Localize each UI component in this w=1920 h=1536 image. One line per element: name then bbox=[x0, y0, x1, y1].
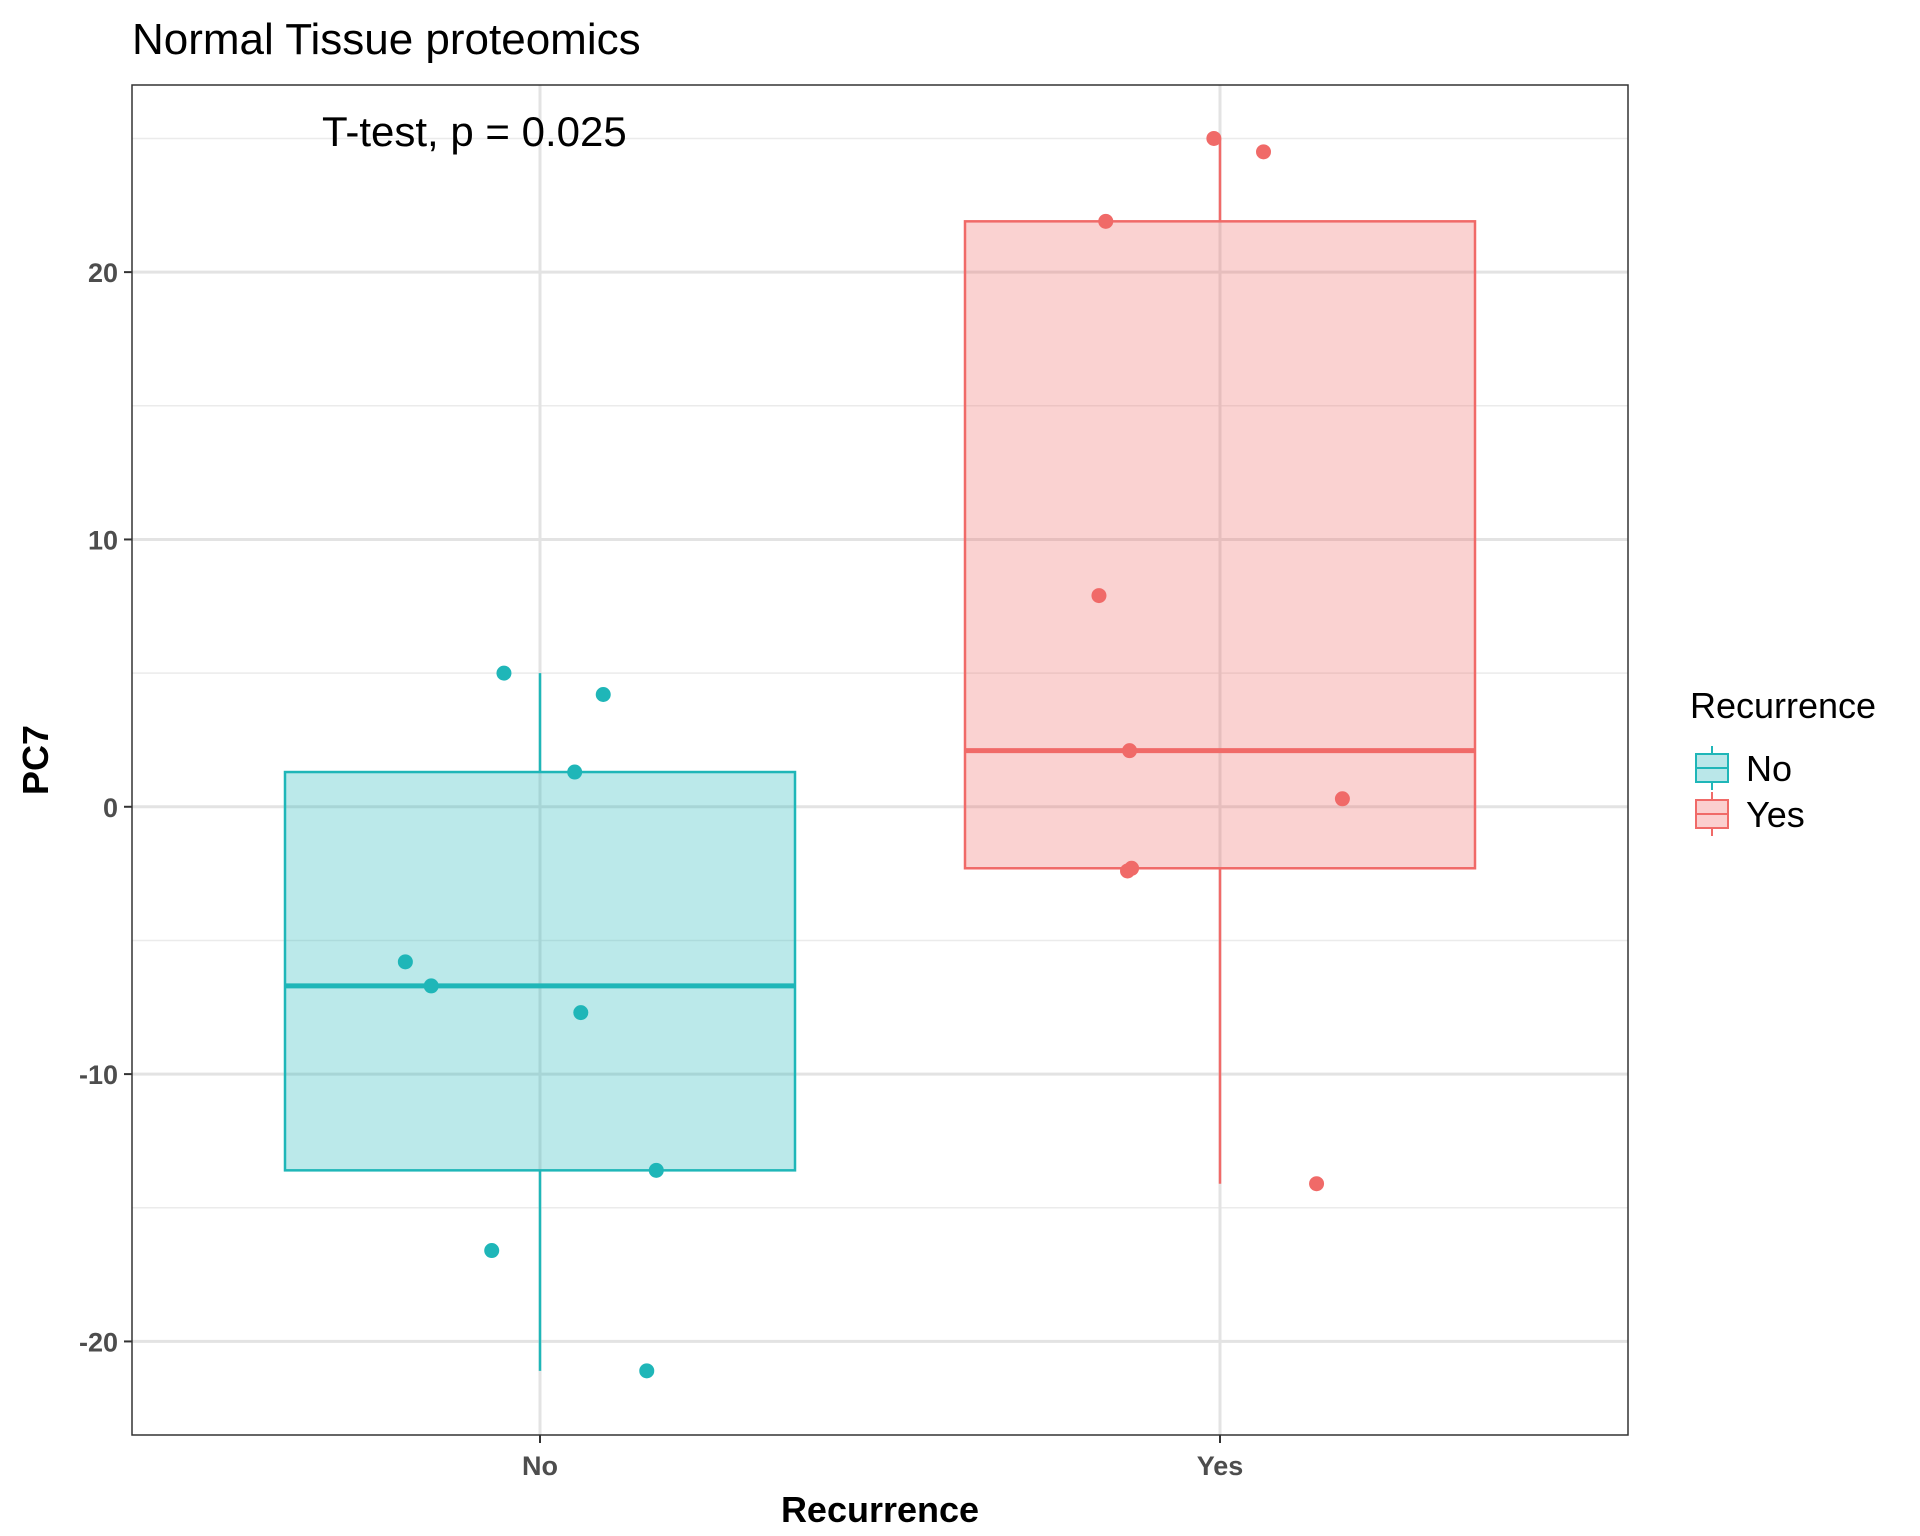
data-point bbox=[1098, 213, 1114, 229]
plot-panel-border bbox=[131, 84, 1629, 1436]
data-point bbox=[1206, 130, 1222, 146]
y-axis-title: PC7 bbox=[15, 725, 56, 795]
y-tick-label: 20 bbox=[88, 258, 118, 288]
y-tick-label: -10 bbox=[79, 1060, 118, 1090]
legend-title: Recurrence bbox=[1690, 685, 1876, 726]
data-point bbox=[423, 978, 439, 994]
legend-label: Yes bbox=[1746, 794, 1805, 835]
t-test-annotation: T-test, p = 0.025 bbox=[322, 108, 627, 155]
y-tick-label: -20 bbox=[79, 1327, 118, 1357]
x-tick-label: Yes bbox=[1197, 1451, 1244, 1481]
box-no bbox=[283, 673, 797, 1371]
data-point bbox=[639, 1363, 655, 1379]
data-point bbox=[484, 1243, 500, 1259]
legend-item-no: No bbox=[1695, 746, 1792, 790]
boxes bbox=[283, 138, 1477, 1371]
data-point bbox=[595, 687, 611, 703]
data-point bbox=[1256, 144, 1272, 160]
data-point bbox=[573, 1005, 589, 1021]
data-points bbox=[397, 130, 1350, 1379]
y-tick-label: 0 bbox=[103, 793, 118, 823]
legend-label: No bbox=[1746, 748, 1792, 789]
legend-item-yes: Yes bbox=[1695, 792, 1805, 836]
y-tick-label: 10 bbox=[88, 525, 118, 555]
axis-ticks: -20 -10 0 10 20 No Yes bbox=[79, 258, 1243, 1481]
chart-title: Normal Tissue proteomics bbox=[132, 15, 641, 64]
data-point bbox=[1309, 1176, 1325, 1192]
data-point bbox=[1120, 863, 1136, 879]
x-tick-label: No bbox=[522, 1451, 558, 1481]
data-point bbox=[567, 764, 583, 780]
iqr-box bbox=[283, 770, 797, 1172]
iqr-box bbox=[963, 220, 1477, 870]
data-point bbox=[496, 665, 512, 681]
data-point bbox=[1091, 588, 1107, 604]
legend: Recurrence No Yes bbox=[1690, 685, 1876, 836]
gridlines bbox=[132, 85, 1628, 1435]
box-yes bbox=[963, 138, 1477, 1184]
data-point bbox=[397, 954, 413, 970]
data-point bbox=[648, 1162, 664, 1178]
x-axis-title: Recurrence bbox=[781, 1489, 979, 1530]
data-point bbox=[1334, 791, 1350, 807]
data-point bbox=[1122, 743, 1138, 759]
